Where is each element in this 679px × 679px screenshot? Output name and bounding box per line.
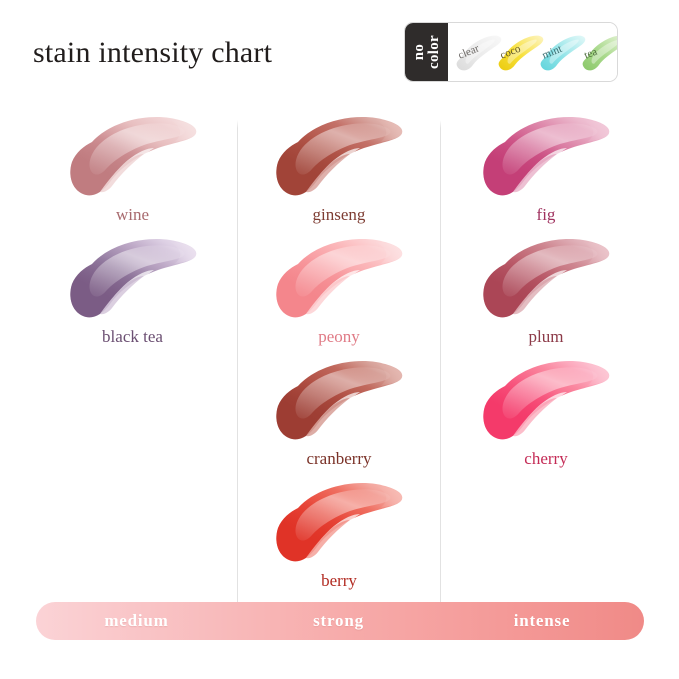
brush-stroke-svg — [483, 239, 610, 318]
brush-stroke-body — [483, 117, 610, 196]
legend-brush-stroke-svg — [582, 36, 617, 71]
column-divider-2 — [440, 120, 441, 602]
shade-cell[interactable]: plum — [441, 234, 651, 356]
brush-stroke-body — [276, 361, 403, 440]
intensity-label-strong: strong — [313, 611, 364, 630]
no-color-swatch-strip: clear coco mint — [448, 23, 617, 81]
no-color-badge: no color clear coco — [404, 22, 618, 82]
legend-swatch-mint[interactable]: mint — [534, 27, 588, 79]
brush-stroke-body — [276, 239, 403, 318]
brush-stroke-svg — [69, 117, 196, 196]
no-color-tab: no color — [405, 23, 448, 81]
shade-column-medium: wine — [28, 112, 237, 356]
legend-swatch-coco[interactable]: coco — [492, 27, 546, 79]
shade-column-intense: fig — [441, 112, 651, 478]
brush-stroke-svg — [276, 117, 403, 196]
legend-brush-stroke-svg — [540, 35, 586, 71]
shade-swatch-ginseng[interactable] — [264, 112, 414, 204]
intensity-label-intense: intense — [513, 611, 571, 630]
shade-label: fig — [536, 205, 556, 224]
shade-swatch-black-tea[interactable] — [58, 234, 208, 326]
brush-stroke-body — [276, 117, 403, 196]
shade-cell[interactable]: wine — [28, 112, 237, 234]
shade-cell[interactable]: cranberry — [238, 356, 440, 478]
shade-label: berry — [321, 571, 357, 590]
shade-swatch-plum[interactable] — [471, 234, 621, 326]
shade-cell[interactable]: peony — [238, 234, 440, 356]
shade-swatch-cherry[interactable] — [471, 356, 621, 448]
shade-label: cranberry — [306, 449, 372, 468]
legend-swatch-clear[interactable]: clear — [450, 27, 504, 79]
column-divider-1 — [237, 120, 238, 602]
no-color-line-1: no — [410, 43, 427, 61]
brush-stroke-body — [276, 483, 403, 562]
shade-swatch-cranberry[interactable] — [264, 356, 414, 448]
shade-swatch-berry[interactable] — [264, 478, 414, 570]
shade-cell[interactable]: black tea — [28, 234, 237, 356]
brush-stroke-svg — [276, 361, 403, 440]
shade-label: ginseng — [312, 205, 366, 224]
legend-brush-stroke-svg — [456, 35, 502, 71]
no-color-line-2: color — [425, 35, 442, 69]
shade-swatch-fig[interactable] — [471, 112, 621, 204]
shade-label: peony — [318, 327, 360, 346]
brush-stroke-body — [69, 117, 196, 196]
shade-label: plum — [528, 327, 564, 346]
brush-stroke-svg — [483, 117, 610, 196]
shade-swatch-peony[interactable] — [264, 234, 414, 326]
legend-swatch-tea[interactable]: tea — [576, 27, 617, 79]
shade-cell[interactable]: fig — [441, 112, 651, 234]
page-title: stain intensity chart — [33, 36, 273, 69]
brush-stroke-body — [483, 239, 610, 318]
intensity-segment-medium: medium — [36, 602, 237, 640]
brush-stroke-svg — [276, 239, 403, 318]
brush-stroke-svg — [483, 361, 610, 440]
intensity-segment-strong: strong — [237, 602, 440, 640]
shade-swatch-wine[interactable] — [58, 112, 208, 204]
brush-stroke-svg — [276, 483, 403, 562]
no-color-tab-text: no color — [410, 35, 442, 69]
shade-label: black tea — [102, 327, 163, 346]
shade-cell[interactable]: cherry — [441, 356, 651, 478]
shade-column-strong: ginseng — [238, 112, 440, 600]
intensity-label-medium: medium — [104, 611, 169, 630]
brush-stroke-body — [483, 361, 610, 440]
shade-cell[interactable]: ginseng — [238, 112, 440, 234]
legend-brush-stroke-svg — [498, 35, 544, 71]
intensity-segment-intense: intense — [440, 602, 644, 640]
shade-label: wine — [115, 205, 150, 224]
shade-cell[interactable]: berry — [238, 478, 440, 600]
intensity-bar: medium strong intense — [36, 602, 644, 640]
shade-label: cherry — [524, 449, 568, 468]
brush-stroke-body — [69, 239, 196, 318]
brush-stroke-svg — [69, 239, 196, 318]
header: stain intensity chart no color clear — [0, 0, 679, 108]
